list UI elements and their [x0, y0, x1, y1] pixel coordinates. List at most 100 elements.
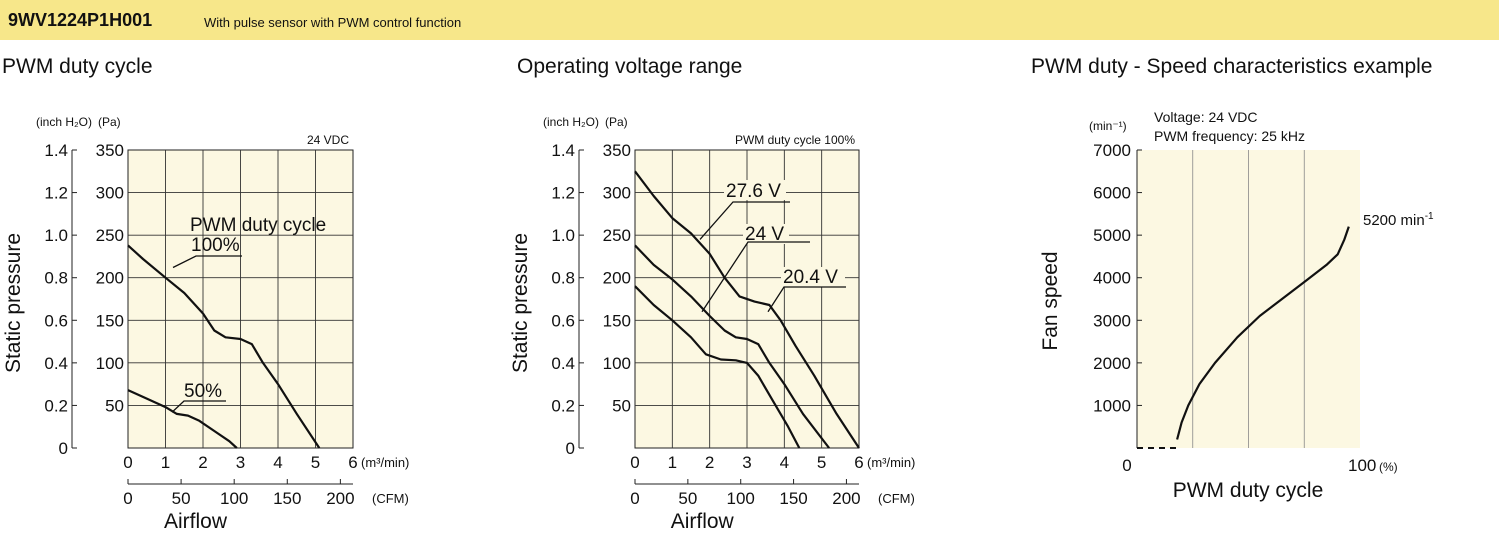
chart2-x-tick-label: 3 — [742, 453, 751, 472]
chart2-x-axis-label: Airflow — [671, 510, 735, 533]
chart2-inch-tick-label: 0.2 — [551, 396, 575, 415]
chart2-cfm-tick-label: 150 — [779, 489, 807, 508]
header-bar: 9WV1224P1H001 With pulse sensor with PWM… — [0, 0, 1499, 40]
chart1-y-unit-pa: (Pa) — [98, 115, 121, 129]
chart3-end-label: 5200 min-1 — [1363, 211, 1434, 229]
chart2-label-bg-276 — [724, 180, 786, 200]
chart2-note: PWM duty cycle 100% — [735, 133, 855, 147]
chart1-y-unit-inch: (inch H₂O) — [36, 115, 92, 129]
chart2-label-bg-24 — [743, 224, 789, 244]
chart2-inch-tick-label: 1.0 — [551, 226, 575, 245]
model-description: With pulse sensor with PWM control funct… — [204, 15, 462, 30]
chart2-leader-24 — [701, 241, 810, 313]
chart2-inch-tick-label: 0.6 — [551, 311, 575, 330]
chart1-x-tick-label: 1 — [161, 453, 170, 472]
chart2-x-tick-label: 0 — [630, 453, 639, 472]
chart1-leader-100 — [172, 255, 242, 269]
chart2-pa-tick-label: 200 — [603, 269, 631, 288]
chart2-x-unit-m3: (m³/min) — [867, 455, 915, 470]
chart1-x-tick-label: 4 — [273, 453, 282, 472]
chart2-label-bg-204 — [781, 267, 845, 287]
chart1-cfm-tick-label: 50 — [172, 489, 191, 508]
chart1-x-tick-label: 6 — [348, 453, 357, 472]
chart1-inch-tick-label: 1.0 — [44, 226, 68, 245]
chart2-series-line-1 — [634, 244, 830, 449]
chart2-series-label-204: 20.4 V — [783, 267, 838, 288]
chart1-x-unit-cfm: (CFM) — [372, 491, 409, 506]
chart1-leader-50 — [171, 400, 226, 413]
chart2-series-label-276: 27.6 V — [726, 181, 781, 202]
chart3-y-tick-label: 4000 — [1093, 269, 1131, 288]
chart2-y-unit-inch: (inch H₂O) — [543, 115, 599, 129]
chart2-pa-tick-label: 50 — [612, 396, 631, 415]
chart3-title: PWM duty - Speed characteristics example — [1031, 55, 1433, 78]
chart1-cfm-tick-label: 100 — [220, 489, 248, 508]
chart1-x-tick-label: 0 — [123, 453, 132, 472]
chart1-pa-tick-label: 350 — [96, 141, 124, 160]
chart2-y-axis-label: Static pressure — [509, 233, 532, 373]
chart3-x-axis-label: PWM duty cycle — [1173, 479, 1324, 502]
chart3-y-tick-label: 1000 — [1093, 396, 1131, 415]
chart2-inch-tick-label: 0.4 — [551, 354, 575, 373]
chart3-info-line-1: Voltage: 24 VDC — [1154, 109, 1258, 125]
chart3-series-line-speed — [1176, 226, 1350, 440]
chart2-x-tick-label: 5 — [817, 453, 826, 472]
chart1-cfm-tick-label: 150 — [273, 489, 301, 508]
chart2-leader-204 — [767, 286, 846, 313]
chart2-series-line-2 — [634, 285, 801, 449]
chart1-inch-tick-label: 0.2 — [44, 396, 68, 415]
chart1-pa-tick-label: 150 — [96, 311, 124, 330]
chart2-pa-tick-label: 350 — [603, 141, 631, 160]
chart2-x-tick-label: 4 — [780, 453, 789, 472]
model-number: 9WV1224P1H001 — [8, 10, 153, 30]
chart1-inch-tick-label: 1.4 — [44, 141, 68, 160]
chart3-x-tick-label-0: 0 — [1122, 456, 1131, 475]
chart1-inch-tick-label: 0.8 — [44, 269, 68, 288]
chart2-x-tick-label: 1 — [668, 453, 677, 472]
chart1-y-axis-label: Static pressure — [2, 233, 25, 373]
chart1-series-label-title: PWM duty cycle — [190, 215, 326, 236]
chart1-pa-tick-label: 200 — [96, 269, 124, 288]
chart3-y-tick-label: 6000 — [1093, 184, 1131, 203]
chart2-cfm-tick-label: 0 — [630, 489, 639, 508]
chart1-inch-tick-label: 0 — [59, 439, 68, 458]
chart3-y-unit: (min⁻¹) — [1089, 119, 1127, 133]
chart2-inch-tick-label: 0 — [566, 439, 575, 458]
chart2-leader-276 — [699, 201, 790, 240]
chart2-x-tick-label: 6 — [854, 453, 863, 472]
chart2-inch-tick-label: 0.8 — [551, 269, 575, 288]
chart3-y-tick-label: 3000 — [1093, 311, 1131, 330]
chart2-cfm-tick-label: 50 — [678, 489, 697, 508]
chart2-pa-tick-label: 250 — [603, 226, 631, 245]
chart2-y-unit-pa: (Pa) — [605, 115, 628, 129]
chart2-series-label-24: 24 V — [745, 224, 784, 245]
chart1-x-axis-label: Airflow — [164, 510, 228, 533]
chart1-pa-tick-label: 300 — [96, 184, 124, 203]
chart1-note: 24 VDC — [307, 133, 349, 147]
chart1-cfm-tick-label: 0 — [123, 489, 132, 508]
chart3-info-line-2: PWM frequency: 25 kHz — [1154, 128, 1305, 144]
chart2-cfm-tick-label: 100 — [727, 489, 755, 508]
chart1-x-tick-label: 5 — [311, 453, 320, 472]
chart2-pa-tick-label: 300 — [603, 184, 631, 203]
chart1-series-line-0 — [127, 244, 321, 449]
chart1-cfm-tick-label: 200 — [326, 489, 354, 508]
chart3-y-axis-label: Fan speed — [1039, 251, 1062, 350]
chart1-series-label-100: 100% — [191, 235, 240, 256]
chart3-end-label-sup: -1 — [1425, 211, 1434, 222]
chart1-x-tick-label: 2 — [198, 453, 207, 472]
chart1-x-tick-label: 3 — [236, 453, 245, 472]
chart3-x-unit: (%) — [1379, 460, 1398, 474]
chart1-x-unit-m3: (m³/min) — [361, 455, 409, 470]
chart1-title: PWM duty cycle — [2, 55, 153, 78]
chart2-cfm-tick-label: 200 — [832, 489, 860, 508]
chart1-inch-tick-label: 0.4 — [44, 354, 68, 373]
chart1-inch-tick-label: 1.2 — [44, 184, 68, 203]
chart3-y-tick-label: 7000 — [1093, 141, 1131, 160]
chart2-x-tick-label: 2 — [705, 453, 714, 472]
chart3-y-tick-label: 2000 — [1093, 354, 1131, 373]
chart1-pa-tick-label: 50 — [105, 396, 124, 415]
chart2-inch-tick-label: 1.4 — [551, 141, 575, 160]
chart1-pa-tick-label: 250 — [96, 226, 124, 245]
